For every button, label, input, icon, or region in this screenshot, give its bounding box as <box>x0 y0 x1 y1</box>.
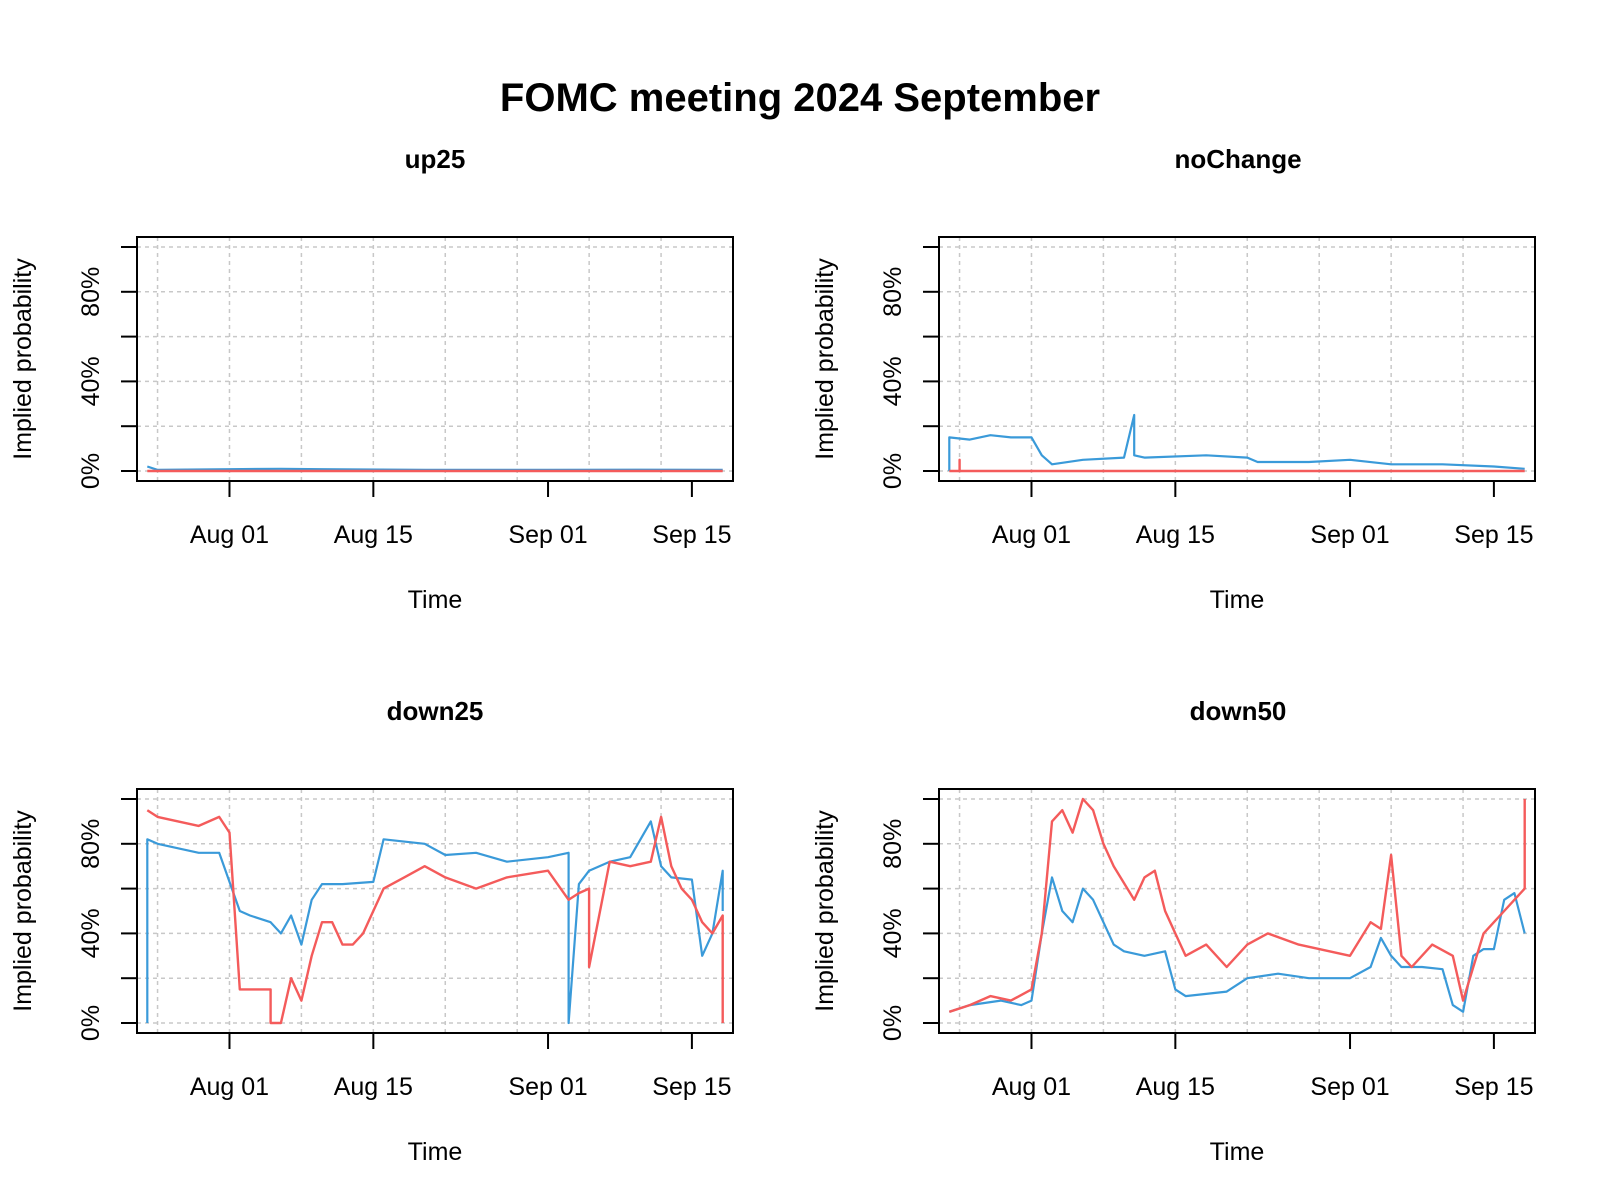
series-line-2 <box>146 809 724 1025</box>
x-tick-label: Aug 15 <box>334 1073 413 1101</box>
plot-frame <box>136 788 734 1034</box>
panel-down25: down25 0% 40% 80% Aug 01 Aug 15 Sep 01 Sep 15 Ti… <box>9 696 734 1166</box>
panel-title: up25 <box>405 144 466 174</box>
y-tick-label: 0% <box>879 453 907 489</box>
x-tick-label: Sep 15 <box>1454 521 1533 549</box>
y-tick-label: 40% <box>879 908 907 958</box>
plot-frame <box>136 236 734 482</box>
y-axis-label: Implied probability <box>9 258 37 460</box>
panel-title: down25 <box>387 696 484 726</box>
y-tick-label: 40% <box>879 356 907 406</box>
x-tick-label: Sep 01 <box>508 521 587 549</box>
y-tick-label: 80% <box>77 267 105 317</box>
y-tick-label: 80% <box>879 267 907 317</box>
x-tick-label: Sep 01 <box>1310 521 1389 549</box>
x-tick-label: Aug 01 <box>992 521 1071 549</box>
series-line-2 <box>949 458 1525 473</box>
series-line-2 <box>948 797 1526 1013</box>
y-tick-label: 40% <box>77 356 105 406</box>
series-line-1 <box>146 465 723 471</box>
series-line-1 <box>948 413 1525 471</box>
y-tick-label: 40% <box>77 908 105 958</box>
panel-down50: down50 0% 40% 80% Aug 01 Aug 15 Sep 01 Sep 15 Ti… <box>811 696 1536 1166</box>
x-tick-label: Sep 15 <box>652 521 731 549</box>
y-tick-label: 80% <box>77 819 105 869</box>
x-tick-label: Sep 15 <box>652 1073 731 1101</box>
y-tick-label: 0% <box>77 453 105 489</box>
x-tick-label: Aug 01 <box>992 1073 1071 1101</box>
y-tick-label: 0% <box>879 1005 907 1041</box>
x-tick-label: Aug 15 <box>334 521 413 549</box>
x-tick-label: Sep 15 <box>1454 1073 1533 1101</box>
x-tick-label: Aug 01 <box>190 1073 269 1101</box>
series-line-1 <box>146 820 724 1025</box>
panel-up25: up25 0% 40% 80% Aug 01 Aug 15 Sep 01 Sep 15 Time… <box>9 144 734 614</box>
plot-frame <box>938 788 1536 1034</box>
x-tick-label: Aug 15 <box>1136 521 1215 549</box>
y-axis-label: Implied probability <box>9 810 37 1012</box>
x-tick-label: Sep 01 <box>1310 1073 1389 1101</box>
y-axis-label: Implied probability <box>811 258 839 460</box>
x-tick-label: Sep 01 <box>508 1073 587 1101</box>
x-axis-label: Time <box>408 586 463 614</box>
x-axis-label: Time <box>1210 586 1265 614</box>
panel-title: noChange <box>1174 144 1301 174</box>
x-tick-label: Aug 01 <box>190 521 269 549</box>
y-axis-label: Implied probability <box>811 810 839 1012</box>
plot-frame <box>938 236 1536 482</box>
series-line-1 <box>948 876 1526 1013</box>
y-tick-label: 80% <box>879 819 907 869</box>
x-axis-label: Time <box>408 1138 463 1166</box>
x-axis-label: Time <box>1210 1138 1265 1166</box>
x-tick-label: Aug 15 <box>1136 1073 1215 1101</box>
figure-title: FOMC meeting 2024 September <box>499 76 1101 120</box>
panel-noChange: noChange 0% 40% 80% Aug 01 Aug 15 Sep 01 Sep 15… <box>811 144 1536 614</box>
y-tick-label: 0% <box>77 1005 105 1041</box>
panel-title: down50 <box>1190 696 1287 726</box>
